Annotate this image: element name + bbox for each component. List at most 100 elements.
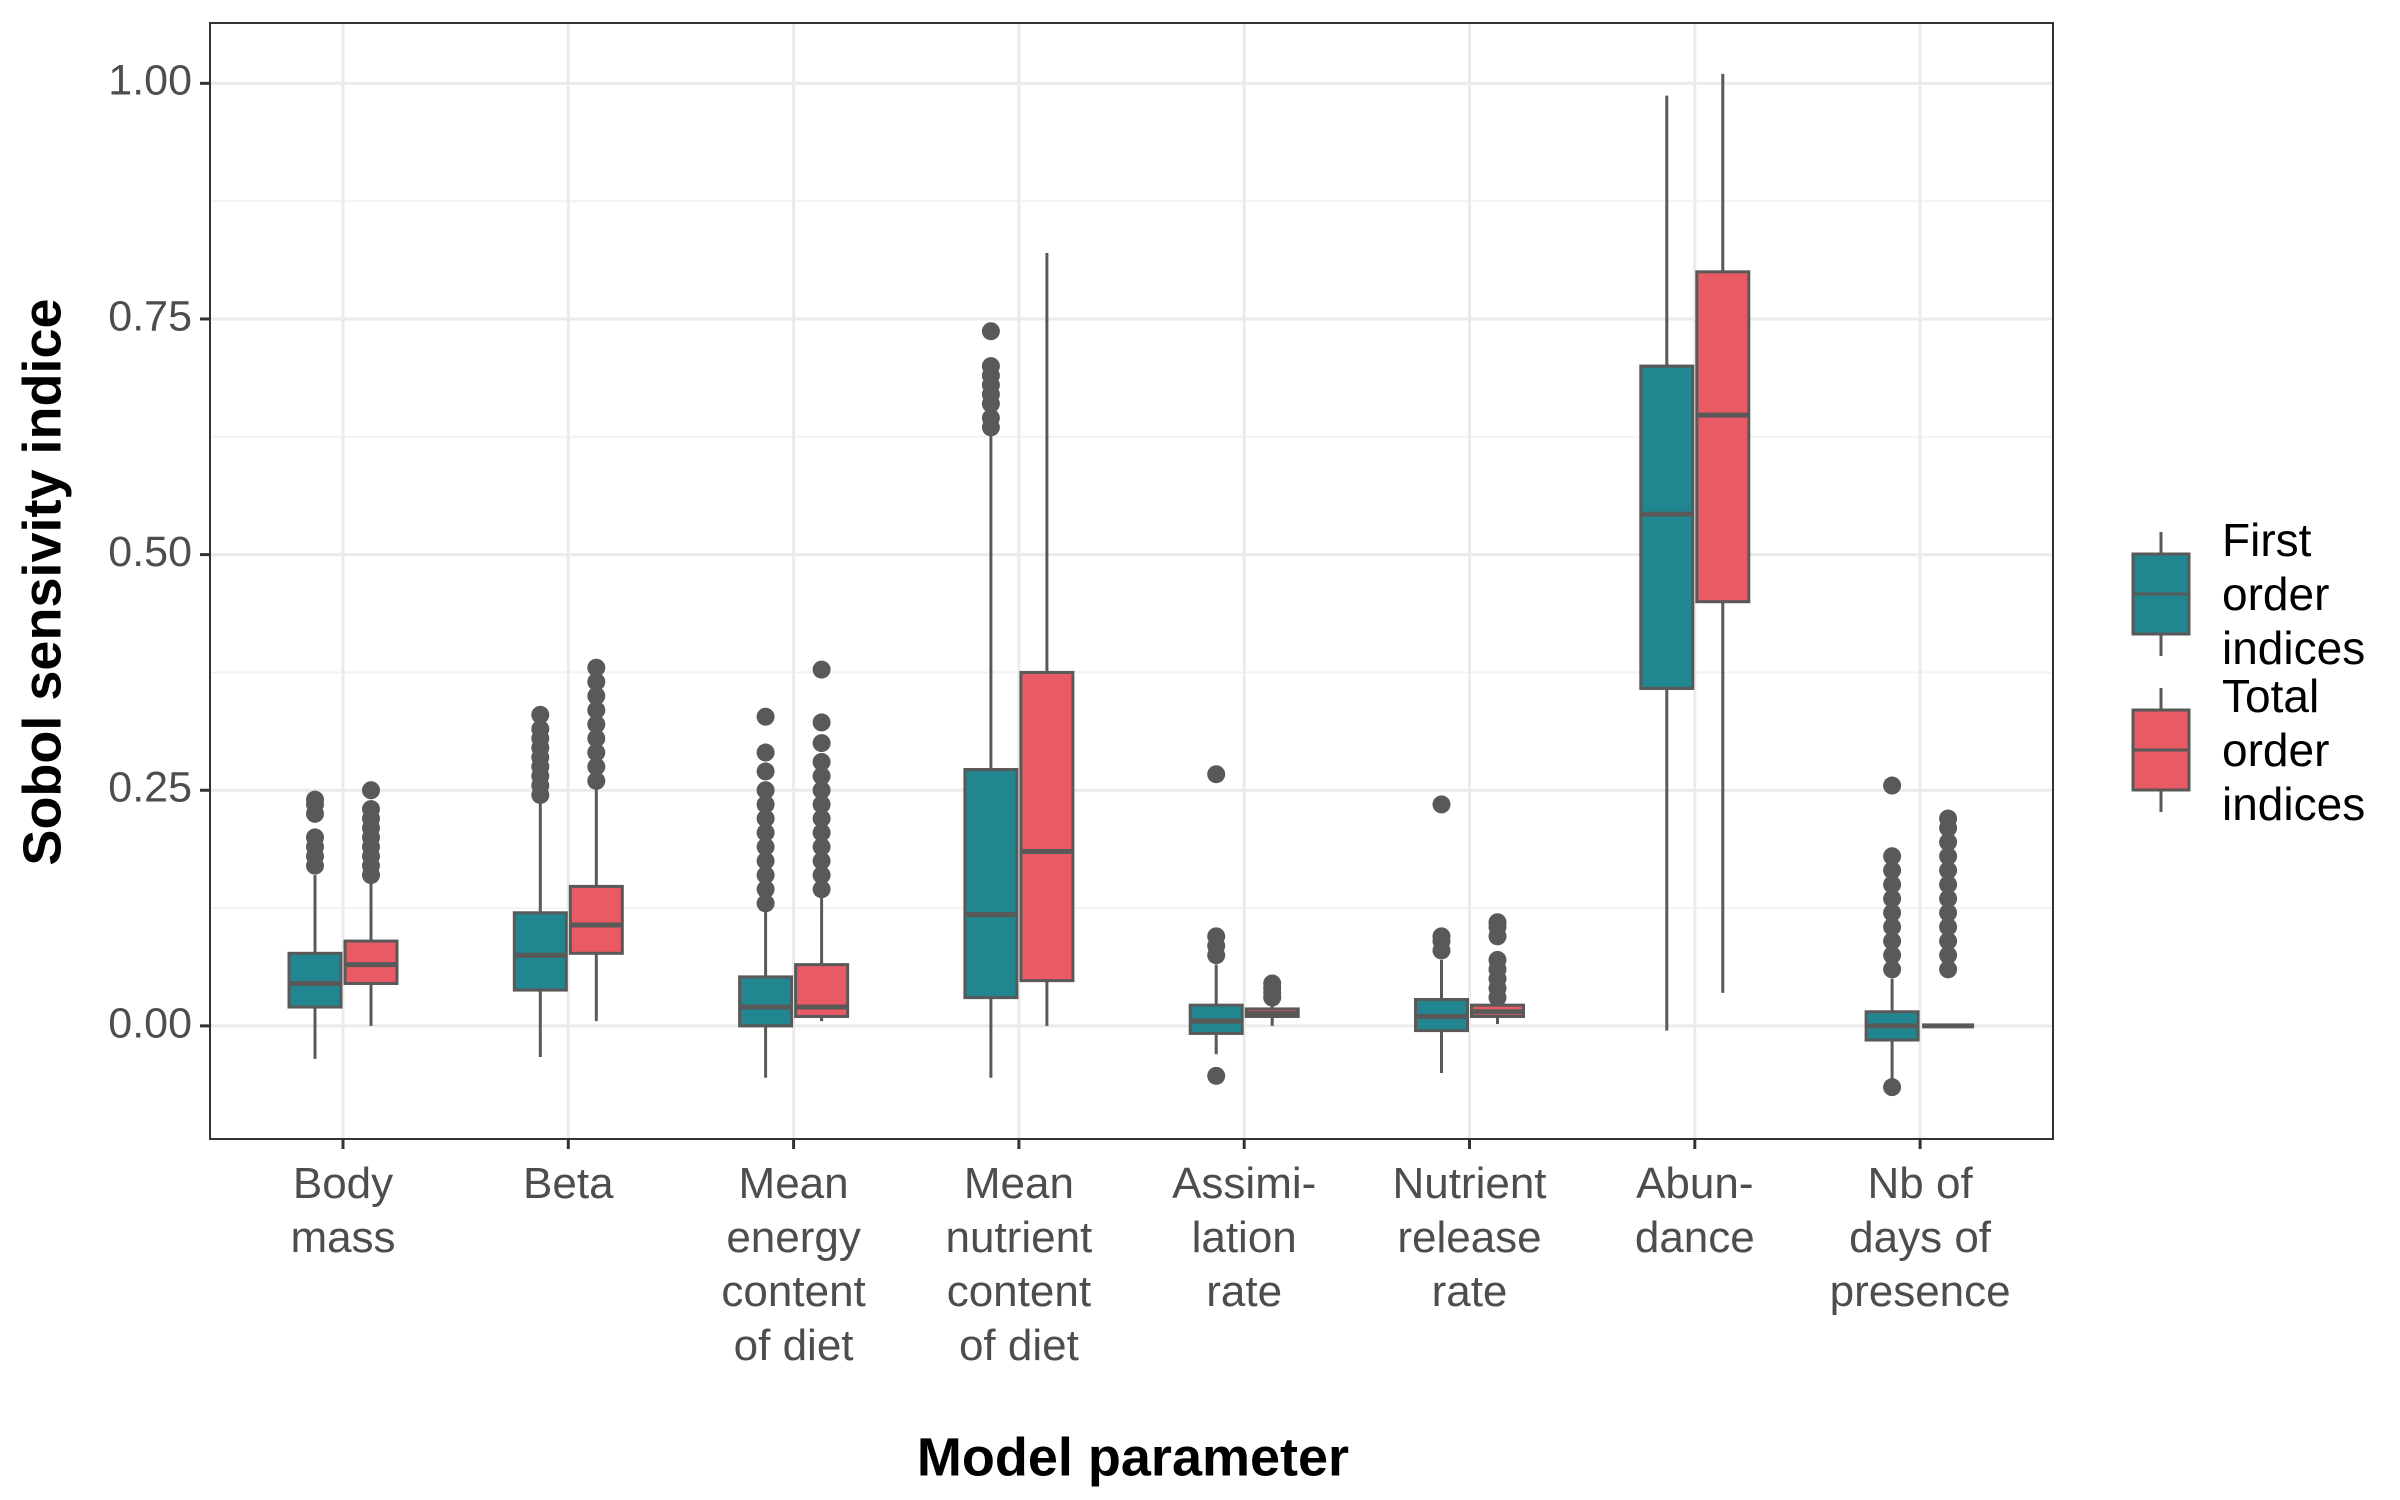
outlier — [1939, 833, 1958, 852]
x-axis-title: Model parameter — [917, 1427, 1349, 1487]
y-tick-label: 1.00 — [108, 57, 192, 105]
outlier — [812, 713, 831, 732]
box — [738, 975, 794, 1028]
outlier — [1939, 946, 1958, 965]
x-tick-label: Nutrient release rate — [1392, 1159, 1547, 1316]
outlier — [1883, 917, 1902, 936]
outlier — [1939, 875, 1958, 894]
plot-border — [209, 22, 2054, 1140]
outlier — [812, 752, 831, 771]
outlier — [587, 658, 606, 677]
outlier — [1432, 795, 1451, 814]
outlier — [756, 894, 775, 913]
outlier — [362, 781, 380, 800]
outlier — [1883, 903, 1902, 922]
outlier — [1432, 927, 1451, 946]
x-tick-label: Mean nutrient content of diet — [945, 1159, 1093, 1370]
x-tick-label: Abun-dance — [1634, 1159, 1755, 1262]
outlier — [756, 743, 775, 762]
x-tick-label: Body mass — [290, 1159, 396, 1262]
box — [512, 911, 568, 992]
legend-label: First order indices — [2222, 514, 2366, 674]
y-tick-label: 0.00 — [108, 999, 192, 1047]
outlier — [1883, 861, 1902, 880]
outlier — [812, 851, 831, 870]
outlier — [812, 767, 831, 786]
outlier — [306, 790, 324, 809]
outlier — [756, 880, 775, 899]
outlier — [756, 762, 775, 781]
outlier — [1207, 765, 1226, 784]
box — [1019, 670, 1075, 983]
box — [1639, 364, 1695, 690]
outlier — [756, 823, 775, 842]
outlier — [1883, 875, 1902, 894]
outlier — [587, 771, 606, 790]
outlier — [756, 866, 775, 885]
outlier — [756, 707, 775, 726]
x-tick-label: Beta — [523, 1159, 614, 1208]
outlier — [812, 866, 831, 885]
outlier — [587, 701, 606, 720]
outlier — [1883, 847, 1902, 866]
outlier — [1883, 960, 1902, 979]
y-tick-label: 0.50 — [108, 528, 192, 576]
y-tick-label: 0.75 — [108, 292, 192, 340]
outlier — [756, 795, 775, 814]
outlier — [1488, 913, 1507, 932]
outlier — [812, 823, 831, 842]
legend-label: Total order indices — [2222, 670, 2366, 830]
outlier — [587, 672, 606, 691]
outlier — [587, 686, 606, 705]
outlier — [1883, 932, 1902, 951]
outlier — [756, 837, 775, 856]
outlier — [812, 837, 831, 856]
outlier — [1207, 1066, 1226, 1085]
outlier — [531, 719, 550, 738]
outlier — [1883, 1078, 1902, 1097]
box — [287, 951, 343, 1009]
outlier — [756, 809, 775, 828]
outlier — [587, 729, 606, 748]
outlier — [1939, 889, 1958, 908]
outlier — [1263, 974, 1282, 993]
outlier — [587, 715, 606, 734]
outlier — [812, 795, 831, 814]
outlier — [531, 705, 550, 724]
x-tick-label: Nb of days of presence — [1829, 1159, 2011, 1316]
outlier — [1939, 932, 1958, 951]
box — [1695, 270, 1751, 604]
outlier — [1939, 960, 1958, 979]
y-axis-title: Sobol sensivity indice — [12, 298, 72, 865]
outlier — [981, 322, 1000, 341]
outlier — [1939, 809, 1958, 828]
outlier — [1488, 950, 1507, 969]
outlier — [1883, 946, 1902, 965]
outlier — [756, 851, 775, 870]
outlier — [981, 408, 1000, 427]
outlier — [587, 757, 606, 776]
outlier — [812, 734, 831, 753]
outlier — [362, 800, 380, 819]
outlier — [1939, 847, 1958, 866]
outlier — [812, 880, 831, 899]
outlier — [1883, 776, 1902, 795]
outlier — [1207, 927, 1226, 946]
outlier — [1939, 861, 1958, 880]
outlier — [1939, 903, 1958, 922]
y-tick-label: 0.25 — [108, 764, 192, 812]
outlier — [981, 357, 1000, 376]
outlier — [812, 660, 831, 679]
box — [963, 768, 1019, 1000]
outlier — [756, 781, 775, 800]
x-tick-label: Mean energy content of diet — [721, 1159, 866, 1370]
outlier — [1883, 889, 1902, 908]
outlier — [1939, 917, 1958, 936]
x-tick-label: Assimi-lation rate — [1172, 1159, 1317, 1316]
outlier — [812, 809, 831, 828]
outlier — [587, 743, 606, 762]
outlier — [306, 828, 324, 847]
outlier — [812, 781, 831, 800]
